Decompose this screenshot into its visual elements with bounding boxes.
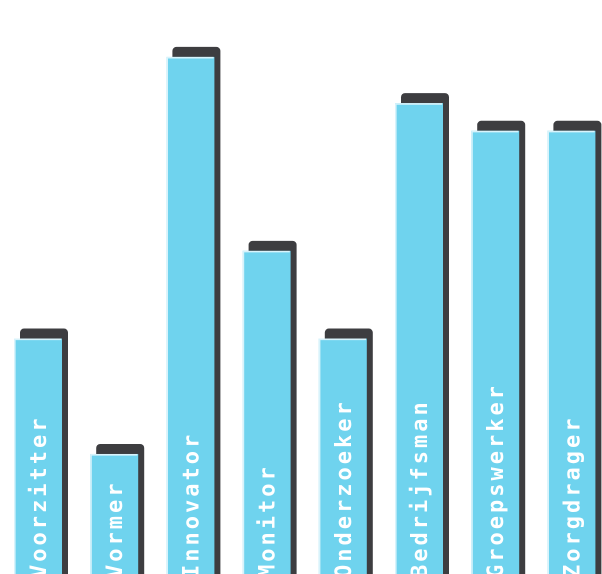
bar-label: Monitor bbox=[256, 464, 281, 574]
bar-highlight bbox=[166, 56, 214, 574]
bar-highlight bbox=[471, 130, 519, 574]
bar-label: Onderzoeker bbox=[332, 399, 357, 574]
bars-group: Voorzitter Vormer Innovator Monitor Onderzoe… bbox=[14, 46, 602, 574]
bar-highlight bbox=[90, 453, 138, 574]
bar-bedrijfsman: Bedrijfsman bbox=[395, 93, 449, 574]
bar-highlight bbox=[242, 250, 290, 574]
bar-vormer: Vormer bbox=[90, 443, 145, 574]
bar-highlight bbox=[395, 103, 443, 574]
bar-voorzitter: Voorzitter bbox=[14, 328, 68, 574]
bar-highlight bbox=[14, 338, 62, 574]
bar-label: Vormer bbox=[103, 481, 128, 574]
bar-face bbox=[166, 56, 215, 574]
bar-label: Zorgdrager bbox=[560, 416, 585, 574]
bar-face bbox=[242, 250, 291, 574]
bar-zorgdrager: Zorgdrager bbox=[547, 120, 602, 574]
bar-onderzoeker: Onderzoeker bbox=[318, 328, 373, 574]
bar-label: Bedrijfsman bbox=[408, 399, 433, 574]
bar-label: Innovator bbox=[179, 432, 204, 574]
bar-face bbox=[90, 453, 139, 574]
bar-face bbox=[14, 338, 62, 574]
bar-face bbox=[395, 103, 443, 574]
bar-highlight bbox=[318, 338, 366, 574]
bar-face bbox=[318, 338, 367, 574]
bar-label: Groepswerker bbox=[484, 383, 509, 574]
bar-highlight bbox=[547, 130, 595, 574]
bar-face bbox=[471, 130, 520, 574]
bar-face bbox=[547, 130, 596, 574]
bar-label: Voorzitter bbox=[27, 416, 52, 574]
bar-groepswerker: Groepswerker bbox=[471, 120, 526, 574]
bar-innovator: Innovator bbox=[166, 46, 221, 574]
bar-monitor: Monitor bbox=[242, 240, 297, 574]
